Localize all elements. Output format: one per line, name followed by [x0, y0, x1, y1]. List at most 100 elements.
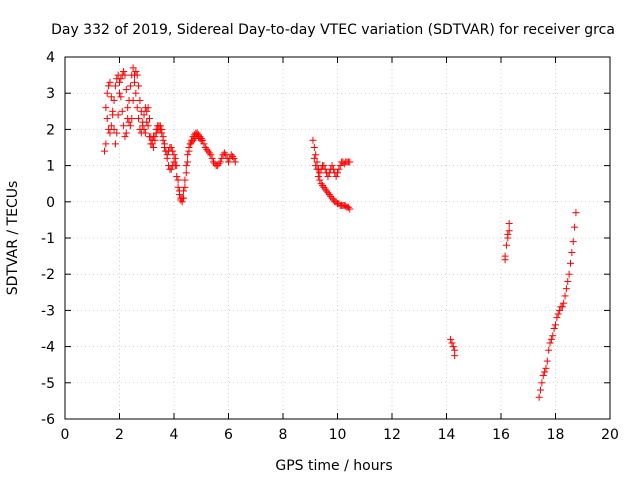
data-point — [309, 136, 317, 144]
data-point — [121, 133, 129, 141]
data-point — [324, 172, 332, 180]
data-point — [208, 154, 216, 162]
data-point — [543, 357, 551, 365]
data-point — [230, 154, 238, 162]
data-point — [102, 104, 110, 112]
data-point — [103, 115, 111, 123]
data-point — [334, 169, 341, 177]
data-point — [207, 151, 215, 159]
data-point — [317, 180, 325, 188]
data-point — [120, 122, 128, 130]
data-point — [130, 78, 138, 86]
data-point — [126, 82, 134, 90]
data-point — [170, 151, 178, 159]
data-point — [541, 368, 549, 376]
data-point — [178, 194, 186, 202]
data-point — [143, 118, 151, 126]
data-point — [316, 176, 324, 184]
data-point — [451, 352, 459, 360]
data-point — [210, 158, 218, 166]
data-point — [546, 339, 554, 347]
data-point — [125, 96, 133, 104]
data-point — [320, 183, 328, 191]
y-tick-label: -4 — [41, 340, 55, 356]
y-axis-label: SDTVAR / TECUs — [5, 181, 21, 296]
data-point — [558, 303, 566, 311]
data-point — [564, 277, 572, 285]
data-point — [189, 136, 197, 144]
y-tick-label: 0 — [46, 195, 55, 211]
data-point — [107, 93, 115, 101]
x-tick-label: 18 — [547, 427, 565, 443]
data-point — [137, 129, 145, 137]
x-tick-label: 2 — [115, 427, 124, 443]
data-point — [196, 134, 204, 142]
data-point — [314, 172, 322, 180]
data-point — [121, 71, 129, 79]
x-tick-label: 14 — [438, 427, 456, 443]
data-point — [197, 136, 205, 144]
chart-title: Day 332 of 2019, Sidereal Day-to-day VTE… — [51, 22, 615, 38]
data-point — [332, 172, 340, 180]
y-tick-label: 2 — [46, 122, 55, 138]
data-point — [561, 292, 569, 300]
data-point — [571, 223, 579, 231]
data-point — [535, 393, 543, 401]
data-point — [327, 192, 335, 200]
data-point — [200, 140, 208, 148]
data-point — [170, 158, 178, 166]
data-point — [552, 321, 559, 329]
data-point — [214, 162, 222, 170]
data-point — [215, 160, 223, 168]
x-tick-label: 6 — [224, 427, 233, 443]
y-tick-label: -2 — [41, 267, 55, 283]
data-point — [565, 270, 573, 278]
data-point — [174, 183, 182, 191]
y-tick-labels: 4 3 2 1 0 -1 -2 -3 -4 -5 -6 — [41, 50, 55, 428]
y-tick-label: -1 — [41, 231, 55, 247]
data-point — [124, 104, 132, 112]
data-point — [132, 89, 140, 97]
data-point — [203, 145, 211, 153]
data-point — [116, 78, 123, 86]
data-point — [124, 115, 132, 123]
data-point — [111, 82, 119, 90]
data-point — [132, 67, 140, 75]
data-point — [101, 147, 109, 155]
data-point — [220, 149, 228, 157]
data-point — [147, 140, 155, 148]
data-point — [537, 386, 545, 394]
data-point — [156, 122, 164, 130]
data-point — [204, 147, 212, 155]
y-tick-label: 4 — [46, 50, 55, 66]
data-point — [550, 325, 558, 332]
data-point — [152, 129, 160, 137]
data-point — [538, 379, 546, 387]
x-tick-label: 0 — [61, 427, 70, 443]
data-point — [554, 310, 562, 318]
data-point — [323, 187, 331, 195]
data-point — [159, 133, 167, 141]
grid — [65, 57, 610, 419]
y-tick-label: 1 — [46, 159, 55, 175]
data-point — [116, 89, 123, 97]
data-point — [310, 154, 318, 162]
axis-ticks — [64, 56, 611, 420]
data-point — [560, 299, 568, 307]
data-point — [185, 144, 193, 151]
data-point — [447, 335, 455, 343]
data-point — [118, 107, 126, 115]
data-point — [325, 191, 333, 199]
data-point — [229, 153, 237, 161]
data-point — [181, 183, 189, 191]
data-point — [105, 125, 113, 133]
data-point — [545, 346, 553, 354]
data-point — [175, 191, 183, 199]
data-point — [181, 176, 189, 184]
x-tick-label: 20 — [601, 427, 619, 443]
data-point — [310, 144, 318, 151]
data-point — [312, 151, 320, 159]
y-tick-label: -6 — [41, 412, 55, 428]
data-point — [136, 125, 144, 133]
data-point — [143, 107, 151, 115]
